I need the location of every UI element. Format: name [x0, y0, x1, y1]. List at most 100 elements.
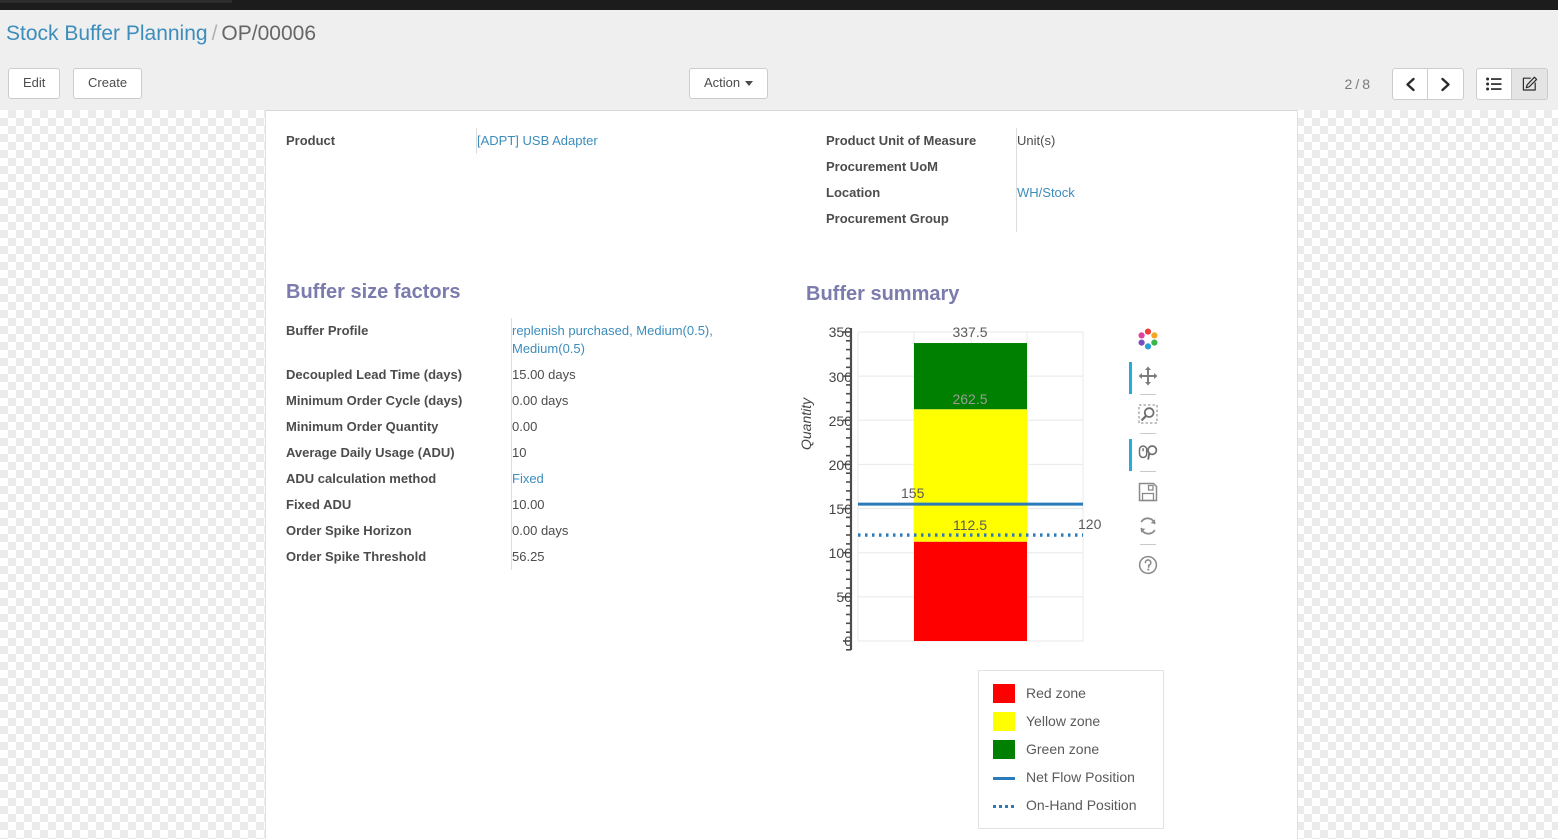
chart-plot-area[interactable]: [806, 322, 1156, 652]
legend-item-green-zone[interactable]: Green zone: [993, 735, 1149, 763]
order-spike-horizon-value: 0.00: [512, 523, 538, 538]
net-flow-position-label: 155: [901, 485, 925, 501]
field-value-order-spike-threshold: 56.25: [511, 544, 787, 570]
field-label-minimum-order-cycle: Minimum Order Cycle (days): [286, 393, 463, 408]
legend-swatch-yellow-zone: [993, 711, 1015, 731]
field-label-minimum-order-quantity: Minimum Order Quantity: [286, 419, 439, 434]
form-view-icon: [1522, 76, 1538, 92]
buffer-summary-chart[interactable]: Quantity 350 300 250 200 150 100 50 0: [798, 322, 1186, 829]
decoupled-lead-time-value: 15.00: [512, 367, 545, 382]
create-button[interactable]: Create: [73, 68, 143, 99]
field-value-procurement-uom: [1015, 154, 1075, 180]
field-label-procurement-uom: Procurement UoM: [826, 159, 938, 174]
bar-yellow-zone: [914, 409, 1027, 542]
browser-chrome-strip: [0, 0, 1558, 10]
field-value-procurement-group: [1015, 206, 1075, 232]
chevron-left-icon: [1404, 77, 1417, 92]
field-label-procurement-group: Procurement Group: [826, 211, 949, 226]
legend-label-green-zone: Green zone: [1026, 741, 1100, 757]
legend-label-net-flow-position: Net Flow Position: [1026, 769, 1135, 785]
pager-previous-button[interactable]: [1392, 68, 1428, 100]
legend-swatch-on-hand-position: [993, 796, 1015, 815]
header-right-column: Product Unit of Measure Unit(s) Procurem…: [826, 128, 1276, 232]
form-sheet: Product [ADPT] USB Adapter Product Unit …: [265, 110, 1298, 839]
field-row-procurement-uom: Procurement UoM: [826, 154, 1075, 180]
toolbar-divider: [1140, 394, 1156, 396]
field-value-decoupled-lead-time: 15.00 days: [511, 362, 787, 388]
bokeh-logo-icon: [1131, 322, 1165, 357]
breadcrumb-separator: /: [211, 22, 218, 45]
decoupled-lead-time-unit: days: [548, 367, 576, 382]
field-row-order-spike-horizon: Order Spike Horizon 0.00 days: [286, 518, 787, 544]
adu-calculation-method-link[interactable]: Fixed: [512, 471, 544, 486]
breadcrumb-root-link[interactable]: Stock Buffer Planning: [6, 22, 208, 45]
header-left-column: Product [ADPT] USB Adapter: [286, 128, 806, 154]
legend-swatch-red-zone: [993, 683, 1015, 703]
bar-label-green-total: 337.5: [952, 324, 988, 340]
sheet-top-divider: [266, 110, 1297, 111]
edit-button[interactable]: Edit: [8, 68, 61, 99]
toolbar-divider: [1140, 544, 1156, 546]
legend-label-red-zone: Red zone: [1026, 685, 1086, 701]
field-label-order-spike-horizon: Order Spike Horizon: [286, 523, 412, 538]
breadcrumb-current: OP/00006: [221, 22, 316, 45]
y-tick-300: 300: [828, 369, 852, 385]
buffer-summary-title: Buffer summary: [806, 283, 960, 305]
action-dropdown-wrap: Action: [689, 68, 777, 99]
pager-separator: /: [1355, 76, 1360, 92]
box-zoom-tool-icon[interactable]: [1131, 397, 1165, 432]
pan-tool-icon[interactable]: [1129, 359, 1165, 394]
chevron-right-icon: [1439, 77, 1452, 92]
location-link[interactable]: WH/Stock: [1017, 185, 1075, 200]
reset-tool-icon[interactable]: [1131, 509, 1165, 544]
y-tick-250: 250: [828, 413, 852, 429]
order-spike-threshold-value: 56.25: [512, 549, 545, 564]
legend-item-yellow-zone[interactable]: Yellow zone: [993, 707, 1149, 735]
field-value-product: [ADPT] USB Adapter: [475, 128, 598, 154]
minimum-order-cycle-value: 0.00: [512, 393, 538, 408]
legend-swatch-green-zone: [993, 739, 1015, 759]
field-row-order-spike-threshold: Order Spike Threshold 56.25: [286, 544, 787, 570]
wheel-zoom-tool-icon[interactable]: [1129, 436, 1165, 471]
on-hand-position-label: 120: [1078, 516, 1102, 532]
field-value-minimum-order-quantity: 0.00: [511, 414, 787, 440]
field-label-buffer-profile: Buffer Profile: [286, 323, 369, 338]
save-tool-icon[interactable]: [1131, 474, 1165, 509]
product-link[interactable]: [ADPT] USB Adapter: [477, 133, 598, 148]
form-view-button[interactable]: [1512, 68, 1548, 100]
legend-item-net-flow-position[interactable]: Net Flow Position: [993, 763, 1149, 791]
field-row-adu-calculation-method: ADU calculation method Fixed: [286, 466, 787, 492]
field-value-minimum-order-cycle: 0.00 days: [511, 388, 787, 414]
control-panel: Stock Buffer Planning / OP/00006 Edit Crea…: [0, 10, 1558, 110]
field-label-product-uom: Product Unit of Measure: [826, 133, 977, 148]
field-row-fixed-adu: Fixed ADU 10.00: [286, 492, 787, 518]
field-row-buffer-profile: Buffer Profile replenish purchased, Medi…: [286, 318, 787, 362]
field-value-product-uom: Unit(s): [1015, 128, 1075, 154]
action-dropdown-button[interactable]: Action: [689, 68, 769, 99]
pager-next-button[interactable]: [1428, 68, 1464, 100]
bar-green-zone: [914, 343, 1027, 410]
legend-item-red-zone[interactable]: Red zone: [993, 679, 1149, 707]
minimum-order-cycle-unit: days: [540, 393, 569, 408]
field-row-location: Location WH/Stock: [826, 180, 1075, 206]
toolbar-divider: [1140, 432, 1156, 434]
fixed-adu-value: 10.00: [512, 497, 545, 512]
field-label-fixed-adu: Fixed ADU: [286, 497, 352, 512]
buffer-size-factors-title: Buffer size factors: [286, 281, 461, 303]
list-view-button[interactable]: [1476, 68, 1512, 100]
browser-tab-sliver: [0, 0, 232, 3]
pager-counter[interactable]: 2/8: [1345, 76, 1370, 92]
y-tick-200: 200: [828, 457, 852, 473]
chart-legend: Red zone Yellow zone Green zone Net Flow…: [978, 670, 1164, 829]
buffer-size-factors-table: Buffer Profile replenish purchased, Medi…: [286, 318, 787, 570]
field-label-order-spike-threshold: Order Spike Threshold: [286, 549, 427, 564]
field-value-adu-calculation-method: Fixed: [511, 466, 787, 492]
product-field-table: Product [ADPT] USB Adapter: [286, 128, 598, 154]
field-row-minimum-order-quantity: Minimum Order Quantity 0.00: [286, 414, 787, 440]
buffer-profile-link[interactable]: replenish purchased, Medium(0.5), Medium…: [512, 323, 713, 356]
y-tick-100: 100: [828, 545, 852, 561]
help-tool-icon[interactable]: [1131, 547, 1165, 582]
view-switcher-buttons: [1476, 68, 1548, 100]
minimum-order-quantity-value: 0.00: [512, 419, 538, 434]
legend-item-on-hand-position[interactable]: On-Hand Position: [993, 791, 1149, 819]
